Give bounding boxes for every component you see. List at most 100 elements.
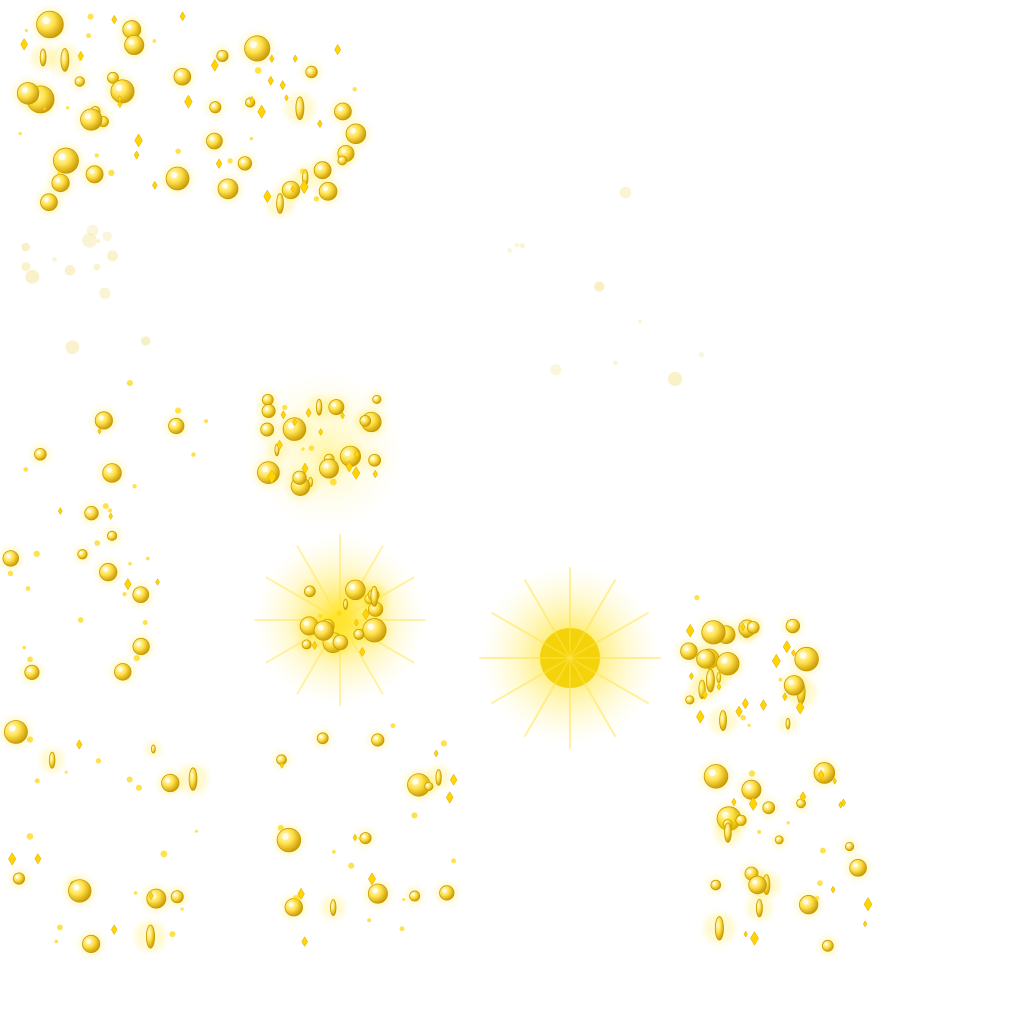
coin-face [169, 418, 184, 433]
spark-dot [27, 736, 33, 742]
spark-dot [191, 452, 196, 457]
coin-face [238, 157, 251, 170]
spark-dot [27, 656, 33, 662]
coin-sprite [214, 175, 242, 203]
coin-edge [756, 899, 762, 916]
coin-edge [146, 925, 154, 948]
coin-shine [752, 880, 757, 885]
coin-face [285, 898, 303, 916]
coin-sprite [99, 460, 126, 487]
coin-burst-frame [700, 759, 872, 956]
sparkle-sprite [152, 181, 157, 189]
spark-dot [391, 723, 396, 728]
coin-shine [77, 79, 80, 82]
coin-shine [308, 69, 311, 72]
sparkle-sprite [109, 513, 113, 520]
spark-dot [694, 595, 699, 600]
coin-face [338, 156, 347, 165]
sparkle-sprite [742, 698, 748, 709]
coin-sprite [406, 887, 424, 905]
coin-sprite [95, 559, 120, 584]
coin-burst-frame [23, 380, 208, 557]
coin-edge [706, 669, 714, 692]
sparkle-sprite [258, 105, 266, 118]
coin-face [711, 880, 721, 890]
coin-face [111, 80, 134, 103]
spark-dot [25, 29, 28, 32]
coin-face [319, 182, 337, 200]
coin-face [369, 454, 381, 466]
sparkle-sprite [686, 624, 694, 637]
coin-sprite [334, 152, 351, 169]
coin-sprite [779, 714, 798, 733]
coin-face [4, 720, 27, 743]
coin-shine [798, 801, 800, 803]
spark-dot [78, 57, 82, 61]
coin-shine [22, 87, 28, 93]
coin-face [81, 109, 102, 130]
spark-dot [255, 67, 262, 74]
coin-sprite [759, 798, 779, 818]
coin-shine [777, 838, 779, 840]
coin-shine [86, 939, 91, 944]
sparkle-sprite [434, 750, 438, 757]
sparkle-sprite [135, 134, 143, 147]
coin-edge [40, 49, 46, 66]
spark-dot [27, 833, 34, 840]
coin-face [306, 66, 318, 78]
coin-shine [336, 638, 340, 642]
spark-dot [451, 858, 456, 863]
coin-sprite [360, 582, 388, 610]
coin-sprite [307, 395, 331, 419]
spark-dot [441, 740, 447, 746]
coin-shine [350, 584, 356, 590]
coin-sprite [49, 45, 80, 76]
coin-face [440, 886, 454, 900]
sparkle-sprite [864, 898, 872, 911]
coin-sprite [350, 625, 368, 643]
faint-particle [620, 187, 632, 199]
coin-sprite [266, 190, 294, 218]
coin-shine [307, 588, 310, 591]
spark-dot [278, 825, 284, 831]
sparkle-sprite [21, 39, 28, 51]
sparkle-sprite [112, 15, 117, 24]
sparkle-sprite [750, 932, 758, 946]
coin-edge [189, 768, 197, 791]
spark-dot [820, 848, 826, 854]
coin-face [368, 884, 387, 903]
spark-dot [353, 87, 357, 91]
sparkle-sprite [831, 886, 835, 893]
coin-shine [713, 882, 716, 885]
spark-dot [195, 830, 198, 833]
coin-shine [374, 397, 376, 399]
coin-shine [136, 590, 140, 594]
coin-face [78, 550, 87, 559]
coin-face [103, 464, 122, 483]
spark-dot [227, 158, 232, 163]
coin-sprite [267, 440, 287, 460]
spark-dot [96, 758, 101, 763]
coin-face [314, 162, 331, 179]
faint-particle [96, 239, 100, 243]
spark-dot [300, 169, 306, 175]
coin-sprite [107, 76, 138, 107]
coin-burst-frame [0, 546, 159, 685]
coin-sprite [162, 163, 193, 194]
coin-sprite [421, 778, 437, 794]
coin-shine [109, 533, 112, 536]
coin-shine [16, 875, 19, 878]
spark-dot [108, 170, 114, 176]
coin-burst-frame [13, 7, 194, 215]
spark-dot [169, 931, 175, 937]
coin-sprite [129, 583, 153, 607]
sprite-layer [0, 7, 872, 956]
coin-face [133, 587, 149, 603]
coin-shine [789, 622, 793, 626]
coin-sprite [145, 741, 161, 757]
coin-face [749, 876, 767, 894]
coin-face [53, 148, 78, 173]
spark-dot [367, 918, 371, 922]
coin-sprite [258, 400, 279, 421]
spark-dot [757, 830, 761, 834]
